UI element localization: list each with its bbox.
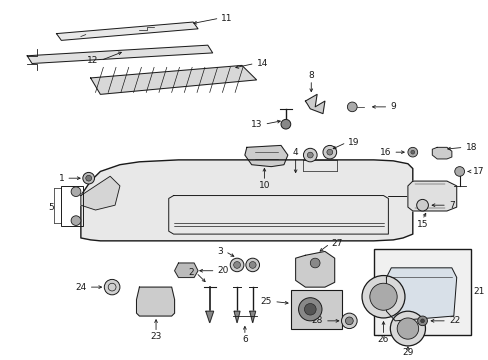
Polygon shape [81,160,412,241]
Text: 11: 11 [221,14,232,23]
Polygon shape [249,311,255,323]
Text: 27: 27 [331,239,343,248]
Text: 29: 29 [402,348,413,357]
Polygon shape [90,66,256,94]
Text: 8: 8 [308,71,313,80]
Circle shape [345,317,352,325]
Circle shape [420,319,424,323]
Text: 21: 21 [472,287,484,296]
Circle shape [361,275,404,318]
Text: 2: 2 [188,268,194,277]
Text: 16: 16 [379,148,390,157]
Circle shape [341,313,356,329]
Circle shape [407,147,417,157]
Text: 23: 23 [150,332,162,341]
Text: 10: 10 [258,181,269,190]
Polygon shape [431,147,451,159]
Text: 14: 14 [256,59,267,68]
Circle shape [369,283,396,310]
Circle shape [417,316,427,326]
Circle shape [230,258,244,272]
Circle shape [82,172,94,184]
Polygon shape [305,94,324,114]
Polygon shape [295,251,334,287]
Text: 15: 15 [416,220,427,229]
Circle shape [245,258,259,272]
Polygon shape [136,287,174,316]
Circle shape [71,216,81,225]
Polygon shape [205,311,213,323]
Polygon shape [27,45,212,63]
Bar [290,290,341,329]
Text: 24: 24 [75,283,86,292]
Circle shape [326,149,332,155]
Bar [61,186,82,226]
Text: 5: 5 [48,203,53,212]
Text: 9: 9 [389,102,395,111]
Circle shape [416,199,427,211]
Text: 3: 3 [217,247,223,256]
Polygon shape [56,22,198,40]
Text: 17: 17 [472,167,484,176]
Circle shape [281,120,290,129]
Polygon shape [81,176,120,210]
Circle shape [454,167,464,176]
Circle shape [322,145,336,159]
Circle shape [310,258,319,268]
Circle shape [249,262,256,268]
Circle shape [104,279,120,295]
Text: 13: 13 [250,120,262,129]
Text: 12: 12 [87,56,98,65]
Circle shape [304,303,316,315]
Circle shape [85,175,91,181]
Circle shape [346,102,356,112]
Text: 1: 1 [59,174,64,183]
Text: 4: 4 [292,148,298,157]
Bar [373,248,470,335]
Circle shape [71,187,81,197]
Polygon shape [407,181,456,211]
Text: 7: 7 [448,201,454,210]
Polygon shape [234,311,240,323]
Text: 19: 19 [347,138,359,147]
Circle shape [410,150,414,154]
Polygon shape [174,263,198,278]
Text: 20: 20 [217,266,228,275]
Polygon shape [386,268,456,321]
Text: 18: 18 [465,143,476,152]
Circle shape [396,318,418,339]
Text: 28: 28 [311,316,322,325]
Circle shape [233,262,240,268]
Circle shape [298,298,321,321]
Circle shape [307,152,313,158]
Text: 22: 22 [448,316,459,325]
Polygon shape [244,145,287,167]
Text: 26: 26 [377,335,388,344]
Circle shape [303,148,317,162]
Circle shape [389,311,425,346]
Text: 25: 25 [260,297,272,306]
Text: 6: 6 [242,335,247,344]
